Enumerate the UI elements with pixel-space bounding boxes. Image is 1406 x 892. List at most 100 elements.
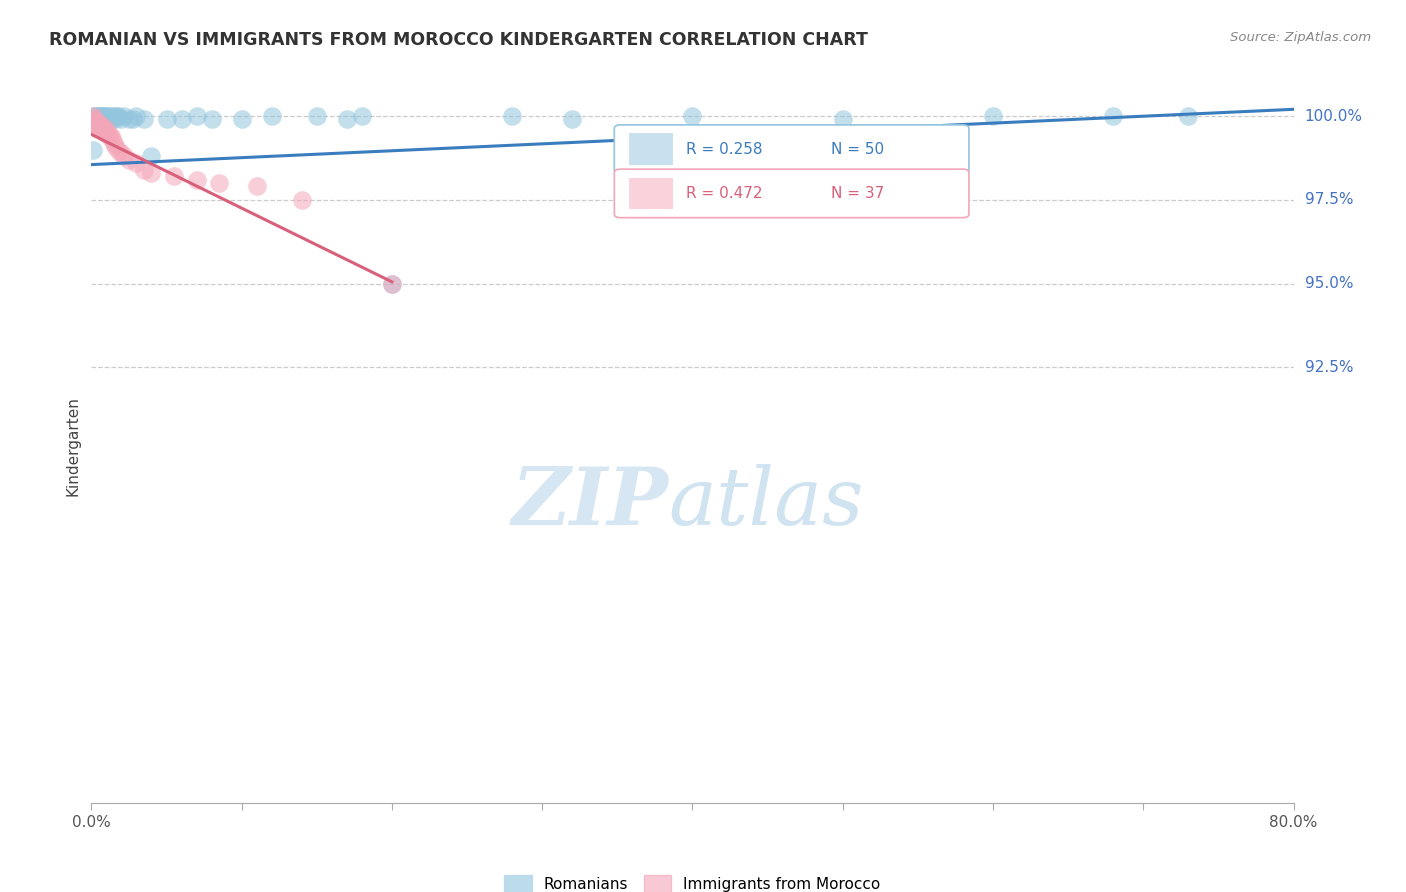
Point: [87, 109, 110, 123]
Point: [101, 132, 124, 146]
Point: [381, 277, 404, 291]
Point: [114, 109, 136, 123]
Point: [84, 112, 107, 127]
Point: [101, 112, 124, 127]
Point: [93, 112, 115, 127]
Point: [114, 149, 136, 163]
Point: [89, 122, 111, 136]
Point: [98, 109, 121, 123]
Point: [100, 129, 122, 144]
Point: [141, 166, 163, 180]
FancyBboxPatch shape: [614, 169, 969, 218]
Point: [110, 112, 132, 127]
Point: [246, 179, 269, 194]
FancyBboxPatch shape: [628, 178, 673, 209]
Legend: Romanians, Immigrants from Morocco: Romanians, Immigrants from Morocco: [498, 869, 887, 892]
Point: [155, 112, 177, 127]
Point: [1177, 109, 1199, 123]
Text: 97.5%: 97.5%: [1305, 193, 1353, 207]
Point: [1102, 109, 1125, 123]
Point: [107, 143, 129, 157]
Text: R = 0.258: R = 0.258: [686, 142, 763, 157]
Point: [201, 112, 224, 127]
Point: [291, 193, 314, 207]
Point: [82, 116, 104, 130]
Point: [118, 153, 141, 167]
Point: [132, 112, 155, 127]
Point: [260, 109, 283, 123]
Point: [98, 129, 121, 144]
Text: ZIP: ZIP: [512, 465, 668, 541]
Point: [170, 112, 193, 127]
Y-axis label: Kindergarten: Kindergarten: [65, 396, 80, 496]
Point: [94, 126, 117, 140]
Point: [350, 109, 373, 123]
Point: [981, 109, 1004, 123]
Point: [110, 145, 132, 160]
Text: atlas: atlas: [668, 465, 863, 541]
Text: 95.0%: 95.0%: [1305, 276, 1353, 291]
Point: [83, 112, 105, 127]
Point: [82, 109, 104, 123]
Point: [305, 109, 328, 123]
Point: [86, 109, 108, 123]
Point: [104, 139, 127, 153]
Point: [97, 126, 120, 140]
Point: [186, 172, 208, 186]
Point: [84, 109, 107, 123]
Point: [561, 112, 583, 127]
Text: 100.0%: 100.0%: [1305, 109, 1362, 123]
Text: R = 0.472: R = 0.472: [686, 186, 763, 201]
Point: [89, 109, 111, 123]
Point: [94, 109, 117, 123]
Point: [96, 112, 118, 127]
Point: [82, 143, 104, 157]
Point: [105, 109, 128, 123]
Point: [90, 112, 112, 127]
Point: [125, 156, 148, 170]
Point: [83, 109, 105, 123]
Point: [83, 116, 105, 130]
Point: [501, 109, 523, 123]
Point: [90, 122, 112, 136]
Point: [87, 119, 110, 133]
Point: [103, 136, 125, 150]
Point: [89, 119, 111, 133]
Point: [186, 109, 208, 123]
Point: [93, 122, 115, 136]
Point: [100, 109, 122, 123]
Point: [831, 112, 853, 127]
Point: [107, 109, 129, 123]
Point: [86, 116, 108, 130]
Point: [208, 176, 231, 190]
Point: [82, 112, 104, 127]
Point: [103, 109, 125, 123]
Point: [96, 122, 118, 136]
Point: [141, 149, 163, 163]
Point: [90, 109, 112, 123]
FancyBboxPatch shape: [628, 134, 673, 165]
Point: [122, 112, 145, 127]
Point: [86, 119, 108, 133]
Point: [125, 109, 148, 123]
Text: 92.5%: 92.5%: [1305, 359, 1353, 375]
Point: [681, 109, 703, 123]
Point: [86, 116, 108, 130]
Text: N = 37: N = 37: [831, 186, 884, 201]
Point: [87, 116, 110, 130]
Point: [163, 169, 186, 184]
Point: [84, 119, 107, 133]
Point: [87, 112, 110, 127]
Point: [84, 116, 107, 130]
Point: [97, 112, 120, 127]
Point: [336, 112, 359, 127]
Text: ROMANIAN VS IMMIGRANTS FROM MOROCCO KINDERGARTEN CORRELATION CHART: ROMANIAN VS IMMIGRANTS FROM MOROCCO KIND…: [49, 31, 868, 49]
Text: Source: ZipAtlas.com: Source: ZipAtlas.com: [1230, 31, 1371, 45]
Point: [118, 112, 141, 127]
Point: [132, 162, 155, 177]
Point: [104, 112, 127, 127]
Point: [381, 277, 404, 291]
FancyBboxPatch shape: [614, 125, 969, 173]
Text: N = 50: N = 50: [831, 142, 884, 157]
Point: [90, 119, 112, 133]
